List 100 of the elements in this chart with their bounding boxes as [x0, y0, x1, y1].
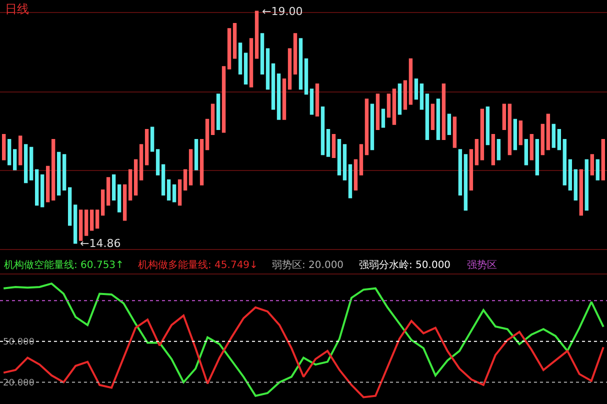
candlestick: [491, 134, 496, 166]
candlestick: [293, 33, 298, 74]
candlestick: [552, 124, 556, 148]
candlestick: [18, 136, 22, 166]
candlestick: [244, 52, 248, 85]
candlestick: [8, 139, 12, 166]
candlestick: [298, 38, 303, 90]
candlestick: [178, 179, 182, 206]
candlestick: [584, 159, 588, 211]
candlestick: [249, 38, 254, 88]
candlestick: [156, 149, 160, 176]
candlestick: [530, 134, 534, 160]
candlestick: [508, 104, 512, 156]
candlestick: [56, 152, 61, 196]
ref-line-label: 强势区: [467, 259, 497, 271]
candlestick: [359, 144, 364, 176]
candlestick: [232, 23, 237, 59]
candlestick: [106, 177, 110, 206]
candlestick: [348, 164, 352, 198]
candlestick: [34, 169, 39, 206]
candlestick: [414, 78, 418, 100]
candlestick: [95, 210, 100, 229]
candlestick: [601, 139, 605, 180]
candlestick: [579, 169, 584, 216]
candlestick: [574, 169, 578, 201]
candlestick: [40, 174, 44, 208]
candlestick: [238, 42, 242, 74]
candlestick: [370, 104, 374, 150]
candlestick: [200, 139, 204, 186]
candlestick: [210, 104, 215, 135]
candlestick: [447, 114, 452, 135]
candlestick: [320, 106, 325, 156]
candlestick: [90, 210, 94, 231]
candlestick: [464, 154, 468, 211]
ref-line-label: 强弱分水岭: 50.000: [359, 259, 451, 271]
candlestick: [139, 144, 144, 180]
candlestick: [73, 204, 78, 244]
candlestick: [562, 139, 567, 186]
candlestick: [568, 159, 572, 190]
annotation: ←14.86: [80, 237, 121, 250]
candlestick: [194, 139, 198, 170]
candlestick: [480, 108, 484, 160]
candlestick: [458, 149, 462, 196]
candlestick: [46, 166, 50, 202]
candlestick: [29, 146, 34, 180]
candlestick: [112, 174, 116, 201]
candlestick: [254, 10, 259, 59]
candlestick: [68, 187, 72, 226]
line-series: [2, 306, 604, 398]
candlestick: [436, 98, 440, 140]
candlestick: [420, 84, 424, 110]
candlestick: [304, 58, 308, 95]
candlestick: [590, 154, 594, 176]
candlestick: [326, 128, 330, 157]
y-tick-label: 50.000: [3, 338, 35, 348]
line-series: [2, 282, 604, 397]
candlestick: [310, 88, 314, 115]
candlestick: [486, 106, 490, 146]
candlestick: [425, 94, 430, 140]
candlestick: [557, 128, 562, 150]
candlestick: [535, 139, 540, 176]
candlestick: [205, 118, 210, 150]
candlestick: [166, 179, 171, 201]
candlestick: [469, 149, 474, 190]
candlestick: [430, 104, 435, 130]
candlestick: [188, 149, 193, 186]
candlestick: [172, 184, 176, 202]
candlestick: [546, 114, 550, 150]
candlestick: [282, 78, 286, 120]
candlestick: [524, 139, 528, 166]
candlestick: [332, 134, 336, 158]
candlestick: [502, 104, 506, 130]
candlestick: [381, 108, 386, 128]
candlestick: [513, 118, 518, 150]
candlestick: [354, 159, 358, 190]
candlestick: [376, 94, 380, 130]
candlestick: [337, 139, 342, 176]
candlestick: [276, 73, 281, 120]
candlestick: [403, 80, 408, 110]
candlestick: [144, 128, 149, 166]
candlestick: [13, 149, 17, 170]
candlestick: [474, 139, 479, 166]
candlestick: [117, 184, 122, 212]
candlestick: [128, 169, 132, 201]
candlestick: [227, 28, 232, 70]
text: 机构做空能量线: 60.753↑: [4, 260, 124, 271]
candlestick: [62, 154, 66, 190]
text: 机构做多能量线: 45.749↓: [138, 260, 258, 271]
candlestick: [51, 139, 56, 201]
candlestick: [518, 120, 523, 146]
candlestick: [496, 139, 501, 160]
candlestick: [183, 169, 188, 190]
candlestick: [392, 88, 396, 125]
candlestick: [398, 84, 402, 115]
annotation: ←19.00: [262, 5, 303, 18]
candlestick: [222, 66, 226, 133]
candlestick: [408, 58, 413, 105]
candlestick: [364, 98, 369, 156]
chart-title: 日线: [5, 2, 29, 16]
candlestick: [260, 33, 264, 74]
